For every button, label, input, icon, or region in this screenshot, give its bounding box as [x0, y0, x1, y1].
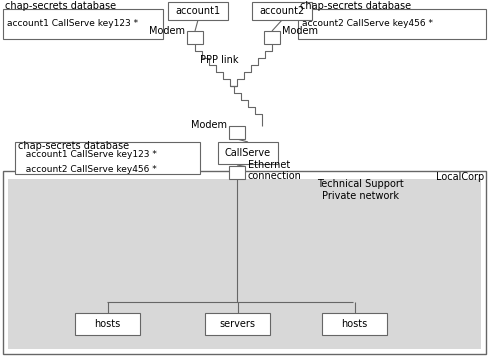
Text: chap-secrets database: chap-secrets database — [18, 141, 129, 151]
Text: account2 CallServe key456 *: account2 CallServe key456 * — [302, 20, 432, 29]
FancyBboxPatch shape — [264, 31, 280, 44]
FancyBboxPatch shape — [75, 313, 140, 335]
Text: LocalCorp: LocalCorp — [435, 172, 483, 182]
FancyBboxPatch shape — [251, 2, 311, 20]
Text: account2: account2 — [259, 6, 304, 16]
Text: chap-secrets database: chap-secrets database — [5, 1, 116, 11]
Text: chap-secrets database: chap-secrets database — [299, 1, 410, 11]
FancyBboxPatch shape — [168, 2, 227, 20]
Text: account1: account1 — [175, 6, 220, 16]
Text: Ethernet
connection: Ethernet connection — [247, 160, 301, 181]
Text: hosts: hosts — [341, 319, 367, 329]
FancyBboxPatch shape — [3, 9, 163, 39]
FancyBboxPatch shape — [3, 171, 485, 354]
Text: Modem: Modem — [149, 25, 184, 35]
Text: Technical Support
Private network: Technical Support Private network — [316, 179, 403, 201]
Text: Modem: Modem — [282, 25, 317, 35]
Text: Modem: Modem — [191, 121, 226, 131]
Text: account1 CallServe key123 *: account1 CallServe key123 * — [7, 20, 138, 29]
Text: PPP link: PPP link — [200, 55, 238, 65]
FancyBboxPatch shape — [218, 142, 278, 164]
FancyBboxPatch shape — [228, 126, 244, 139]
Text: CallServe: CallServe — [224, 148, 270, 158]
FancyBboxPatch shape — [321, 313, 386, 335]
FancyBboxPatch shape — [204, 313, 269, 335]
FancyBboxPatch shape — [15, 142, 200, 174]
FancyBboxPatch shape — [8, 179, 480, 349]
FancyBboxPatch shape — [297, 9, 485, 39]
FancyBboxPatch shape — [186, 31, 203, 44]
Text: servers: servers — [219, 319, 255, 329]
Text: account1 CallServe key123 *
  account2 CallServe key456 *: account1 CallServe key123 * account2 Cal… — [20, 150, 157, 174]
Text: hosts: hosts — [94, 319, 121, 329]
FancyBboxPatch shape — [228, 166, 244, 179]
